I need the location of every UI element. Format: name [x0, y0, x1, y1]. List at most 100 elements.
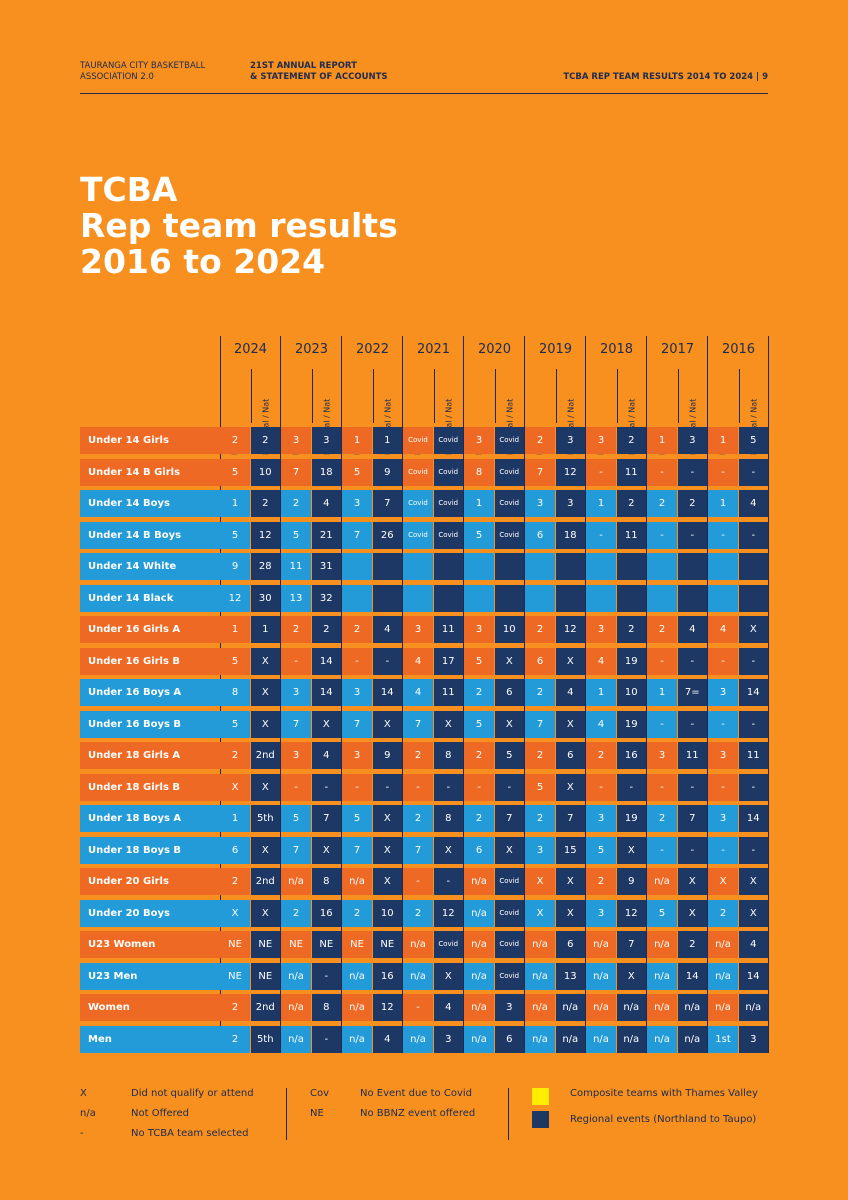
table-cell: - [677, 647, 707, 675]
table-cell: 6 [494, 679, 524, 706]
table-cell: X [555, 868, 585, 895]
table-cell: NE [220, 931, 250, 958]
table-cell: - [647, 521, 677, 549]
table-cell: - [372, 773, 402, 801]
table-cell: 2 [647, 805, 677, 832]
table-cell: X [311, 836, 341, 864]
table-cell: X [555, 899, 585, 927]
table-cell: 18 [311, 458, 341, 486]
table-row: U23 Women NE NE NE NE NE NE n/a Covid n/a Covid n/a… [80, 931, 769, 958]
table-cell: 26 [372, 521, 402, 549]
table-cell: 1 [464, 490, 494, 517]
table-cell: X [494, 836, 524, 864]
table-cell: n/a [586, 962, 616, 990]
table-cell: - [616, 773, 646, 801]
table-cell: 3 [464, 427, 494, 454]
table-cell: X [250, 679, 280, 706]
table-cell: n/a [281, 994, 311, 1021]
table-cell: 12 [616, 899, 646, 927]
table-cell: - [403, 773, 433, 801]
legend-text: No TCBA team selected [131, 1128, 249, 1139]
table-cell: 1 [220, 805, 250, 832]
legend-divider [508, 1088, 509, 1140]
table-cell: - [281, 647, 311, 675]
table-cell: 7 [342, 521, 372, 549]
table-cell [677, 584, 707, 612]
table-cell: 5 [464, 710, 494, 738]
table-row: Under 14 White 9 28 11 31 [80, 553, 769, 580]
table-cell: - [738, 647, 768, 675]
row-label: Under 14 Black [80, 584, 220, 612]
table-cell: - [281, 773, 311, 801]
table-cell: 2 [250, 427, 280, 454]
year-header-2020: 2020 [477, 342, 512, 357]
row-label: Under 18 Girls A [80, 742, 220, 769]
table-cell: 5 [220, 647, 250, 675]
org-line-2: ASSOCIATION 2.0 [80, 72, 154, 82]
table-cell: 4 [738, 490, 768, 517]
subheader-divider [555, 369, 557, 423]
table-cell: Covid [494, 427, 524, 454]
table-cell: 3 [464, 616, 494, 643]
table-cell [708, 553, 738, 580]
table-cell: - [738, 521, 768, 549]
table-cell: 5 [586, 836, 616, 864]
table-cell: 4 [311, 742, 341, 769]
table-cell: X [433, 710, 463, 738]
table-cell [708, 584, 738, 612]
table-cell: 2 [525, 427, 555, 454]
table-cell: 3 [677, 427, 707, 454]
table-cell: n/a [647, 1025, 677, 1053]
table-cell: Covid [494, 962, 524, 990]
regional-swatch [532, 1111, 549, 1128]
table-cell: 12 [220, 584, 250, 612]
table-cell: 14 [311, 647, 341, 675]
table-cell: 3 [281, 742, 311, 769]
composite-swatch [532, 1088, 549, 1105]
table-cell: 8 [433, 805, 463, 832]
table-cell: n/a [708, 931, 738, 958]
table-cell: 2 [403, 805, 433, 832]
year-header-2022: 2022 [355, 342, 390, 357]
year-divider [585, 336, 586, 1053]
table-cell: X [433, 962, 463, 990]
report-line-2: & STATEMENT OF ACCOUNTS [250, 72, 388, 82]
table-cell: - [708, 647, 738, 675]
row-label: Under 16 Boys A [80, 679, 220, 706]
table-cell: 2 [464, 742, 494, 769]
year-header-2018: 2018 [599, 342, 634, 357]
table-cell: 4 [738, 931, 768, 958]
table-cell: 4 [433, 994, 463, 1021]
table-cell: 8 [311, 868, 341, 895]
table-cell: n/a [677, 1025, 707, 1053]
year-header-2017: 2017 [660, 342, 695, 357]
table-cell: 2 [281, 899, 311, 927]
table-cell: - [738, 836, 768, 864]
table-cell: 11 [616, 458, 646, 486]
table-cell: 1 [586, 490, 616, 517]
legend-text: Regional events (Northland to Taupo) [570, 1114, 757, 1125]
table-cell: - [647, 773, 677, 801]
table-cell [372, 553, 402, 580]
table-cell: n/a [647, 962, 677, 990]
table-cell: X [616, 962, 646, 990]
table-cell: 10 [372, 899, 402, 927]
row-label: Under 14 Girls [80, 427, 220, 454]
table-cell: Covid [403, 427, 433, 454]
table-cell: n/a [525, 931, 555, 958]
table-cell: - [433, 773, 463, 801]
legend-key: Cov [310, 1088, 330, 1099]
report-line-1: 21ST ANNUAL REPORT [250, 61, 357, 71]
table-cell: - [586, 521, 616, 549]
table-cell: 4 [403, 647, 433, 675]
table-cell: X [677, 868, 707, 895]
table-cell [403, 584, 433, 612]
table-cell: - [311, 962, 341, 990]
table-cell: 7 [342, 836, 372, 864]
table-cell: Covid [433, 931, 463, 958]
table-cell: 4 [586, 647, 616, 675]
subheader-divider [433, 369, 435, 423]
table-cell: X [555, 647, 585, 675]
table-cell: 1 [220, 616, 250, 643]
